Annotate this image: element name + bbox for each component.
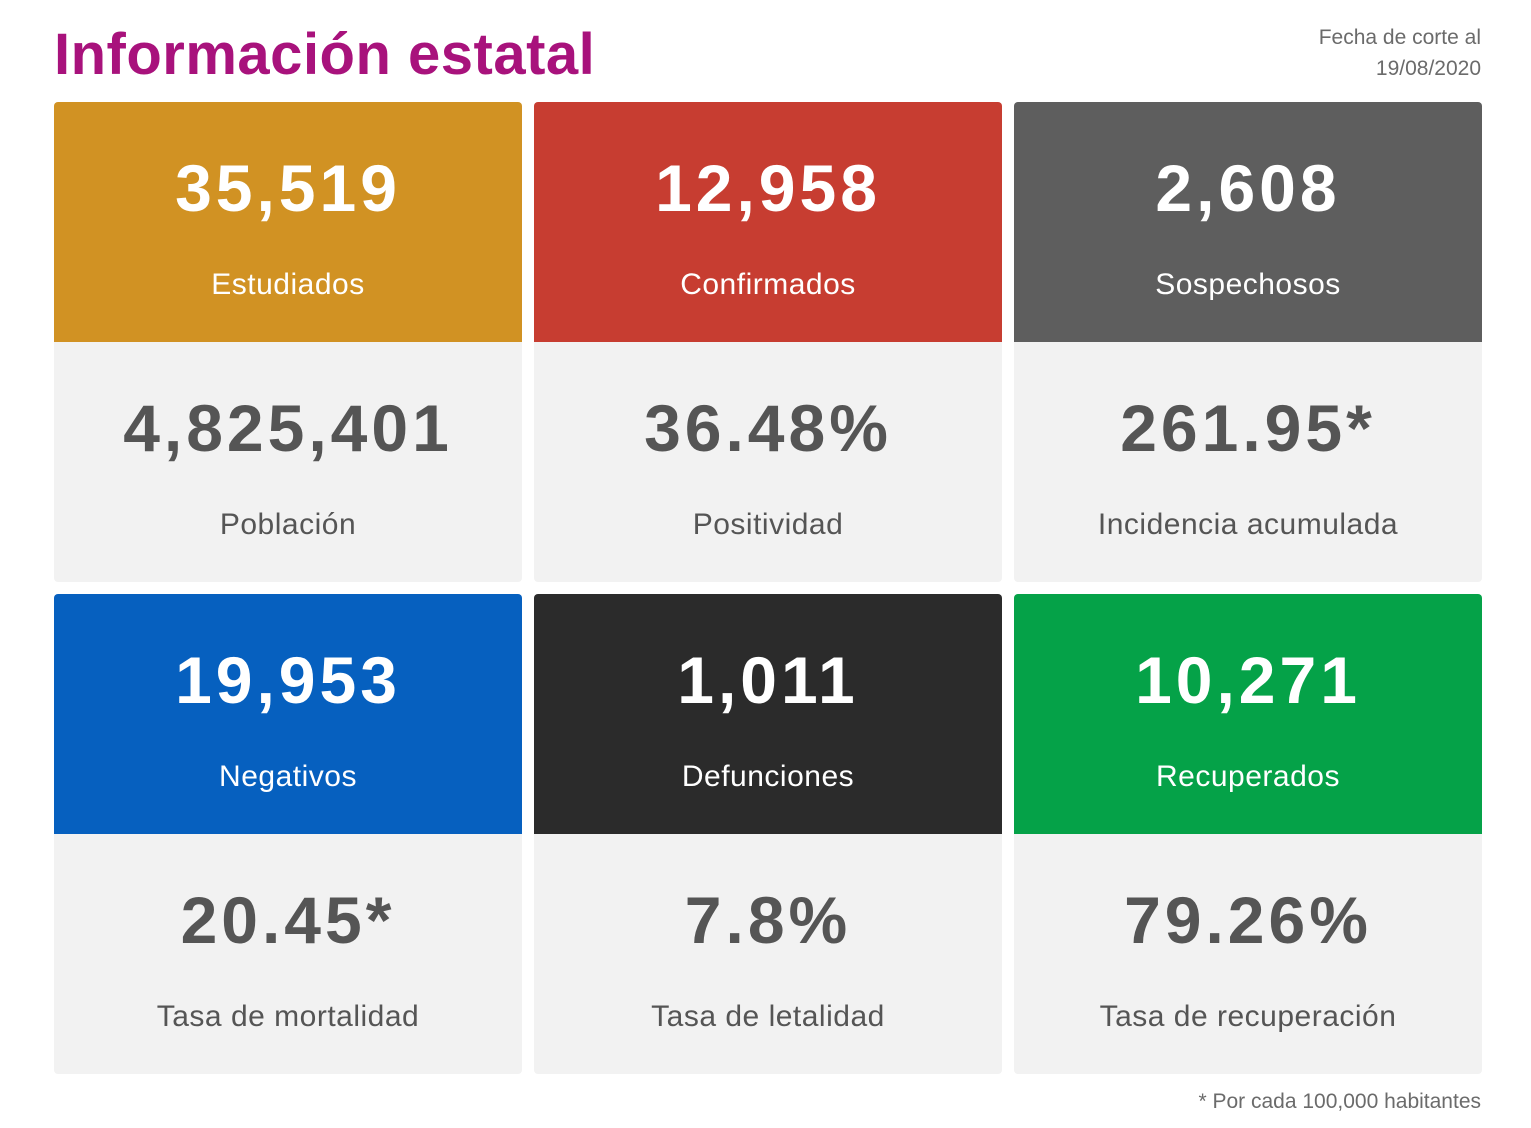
card-value: 10,271 bbox=[1135, 643, 1361, 717]
card-top: 12,958 Confirmados bbox=[534, 102, 1002, 342]
card-sub-label: Tasa de mortalidad bbox=[156, 1000, 420, 1033]
card-sub-label: Positividad bbox=[692, 508, 844, 541]
card-top: 19,953 Negativos bbox=[54, 594, 522, 834]
card-value: 1,011 bbox=[677, 643, 859, 717]
card-label: Recuperados bbox=[1156, 760, 1340, 793]
stats-grid: 35,519 Estudiados 4,825,401 Población 12… bbox=[54, 102, 1482, 1074]
cutoff-label: Fecha de corte al bbox=[1318, 26, 1481, 49]
card-top: 2,608 Sospechosos bbox=[1014, 102, 1482, 342]
card-sub-value: 7.8% bbox=[684, 883, 852, 957]
cutoff-date-value: 19/08/2020 bbox=[1375, 57, 1481, 80]
page-title: Información estatal bbox=[54, 22, 596, 87]
card-bottom: 7.8% Tasa de letalidad bbox=[534, 834, 1002, 1074]
card-top: 10,271 Recuperados bbox=[1014, 594, 1482, 834]
card-sub-label: Incidencia acumulada bbox=[1097, 508, 1399, 541]
card-value: 19,953 bbox=[175, 643, 401, 717]
card-recuperados: 10,271 Recuperados 79.26% Tasa de recupe… bbox=[1014, 594, 1482, 1074]
card-bottom: 79.26% Tasa de recuperación bbox=[1014, 834, 1482, 1074]
cutoff-date: Fecha de corte al 19/08/2020 bbox=[1319, 22, 1481, 84]
card-sub-label: Tasa de letalidad bbox=[651, 1000, 885, 1033]
card-sub-value: 36.48% bbox=[644, 391, 892, 465]
card-bottom: 261.95* Incidencia acumulada bbox=[1014, 342, 1482, 582]
card-sub-label: Tasa de recuperación bbox=[1099, 1000, 1397, 1033]
card-value: 35,519 bbox=[175, 151, 401, 225]
card-bottom: 20.45* Tasa de mortalidad bbox=[54, 834, 522, 1074]
footnote: * Por cada 100,000 habitantes bbox=[1198, 1090, 1481, 1113]
card-confirmados: 12,958 Confirmados 36.48% Positividad bbox=[534, 102, 1002, 582]
card-label: Confirmados bbox=[680, 268, 856, 301]
card-value: 2,608 bbox=[1155, 151, 1341, 225]
card-sub-value: 20.45* bbox=[180, 883, 396, 957]
card-sub-label: Población bbox=[219, 508, 357, 541]
card-label: Defunciones bbox=[681, 760, 855, 793]
card-sub-value: 79.26% bbox=[1124, 883, 1372, 957]
card-sospechosos: 2,608 Sospechosos 261.95* Incidencia acu… bbox=[1014, 102, 1482, 582]
card-top: 35,519 Estudiados bbox=[54, 102, 522, 342]
card-sub-value: 4,825,401 bbox=[123, 391, 453, 465]
card-label: Negativos bbox=[219, 760, 357, 793]
card-top: 1,011 Defunciones bbox=[534, 594, 1002, 834]
card-bottom: 36.48% Positividad bbox=[534, 342, 1002, 582]
card-sub-value: 261.95* bbox=[1120, 391, 1376, 465]
card-estudiados: 35,519 Estudiados 4,825,401 Población bbox=[54, 102, 522, 582]
card-label: Estudiados bbox=[211, 268, 365, 301]
card-value: 12,958 bbox=[655, 151, 881, 225]
card-label: Sospechosos bbox=[1155, 268, 1341, 301]
card-defunciones: 1,011 Defunciones 7.8% Tasa de letalidad bbox=[534, 594, 1002, 1074]
card-negativos: 19,953 Negativos 20.45* Tasa de mortalid… bbox=[54, 594, 522, 1074]
card-bottom: 4,825,401 Población bbox=[54, 342, 522, 582]
